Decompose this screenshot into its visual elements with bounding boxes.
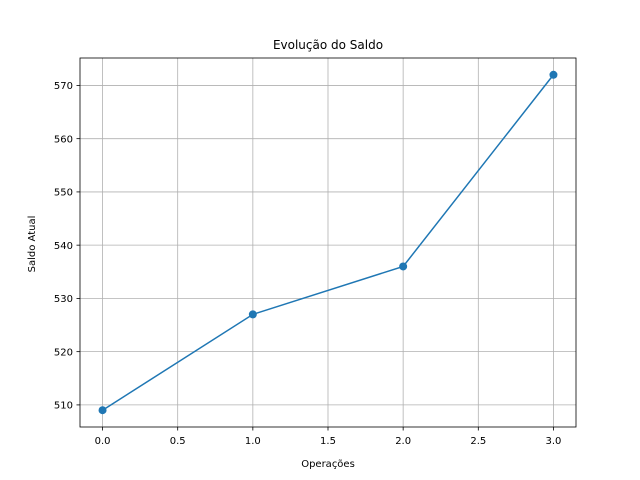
y-tick-label: 520 <box>54 347 73 358</box>
data-point <box>549 70 558 79</box>
series-layer <box>98 70 558 415</box>
data-point <box>98 406 107 415</box>
ticks-layer: 0.0 0.5 1.0 1.5 2.0 2.5 3.0 510 520 530 540 550 560 5… <box>54 81 562 447</box>
x-tick-label: 1.0 <box>245 436 261 447</box>
grid-layer <box>80 58 576 427</box>
y-tick-label: 510 <box>54 401 73 412</box>
y-tick-label: 570 <box>54 81 73 92</box>
x-axis-label: Operações <box>301 459 355 470</box>
y-tick-label: 530 <box>54 294 73 305</box>
chart-title: Evolução do Saldo <box>273 38 383 52</box>
x-tick-label: 2.5 <box>470 436 486 447</box>
y-tick-label: 560 <box>54 134 73 145</box>
y-tick-label: 540 <box>54 241 73 252</box>
x-tick-label: 1.5 <box>320 436 336 447</box>
x-tick-label: 0.0 <box>95 436 111 447</box>
data-point <box>399 262 408 271</box>
x-tick-label: 0.5 <box>170 436 186 447</box>
x-tick-label: 2.0 <box>395 436 411 447</box>
y-tick-label: 550 <box>54 188 73 199</box>
y-axis-label: Saldo Atual <box>27 216 38 273</box>
x-tick-label: 3.0 <box>546 436 562 447</box>
series-line <box>102 74 555 411</box>
data-point <box>248 310 257 319</box>
